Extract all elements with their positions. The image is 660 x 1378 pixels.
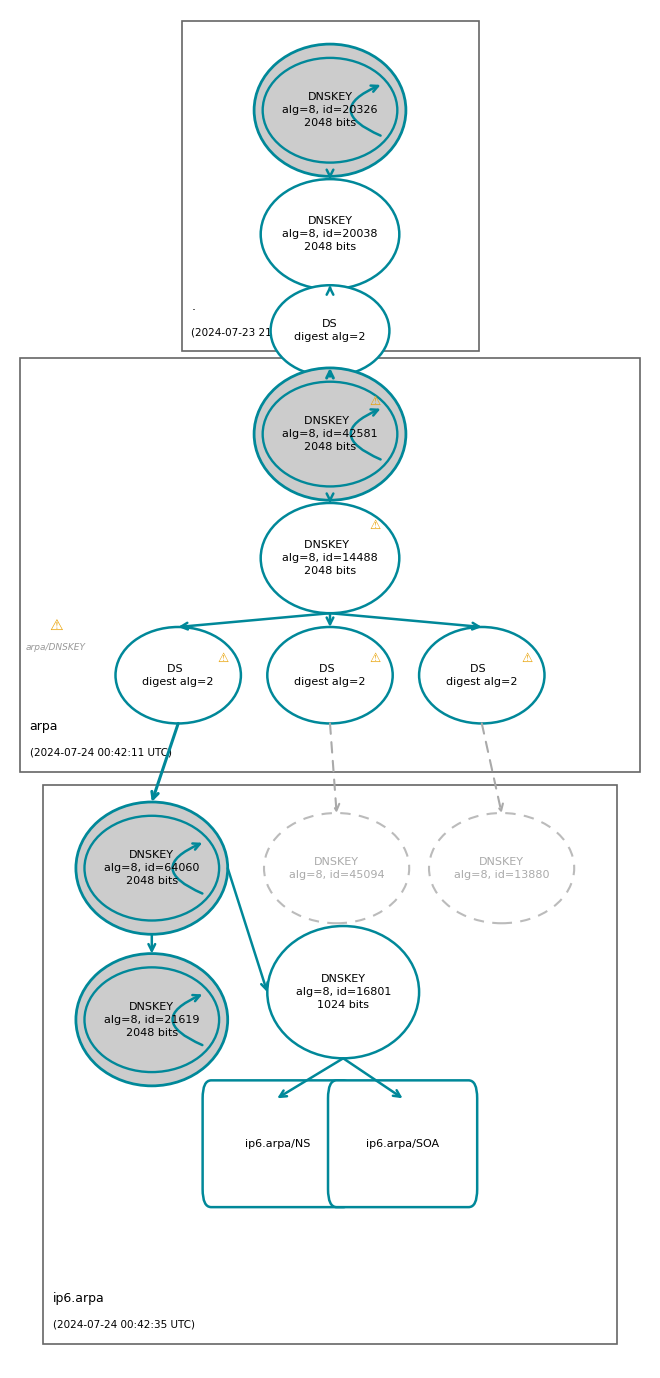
Text: DNSKEY
alg=8, id=45094: DNSKEY alg=8, id=45094 bbox=[289, 857, 384, 879]
FancyArrowPatch shape bbox=[350, 409, 381, 459]
Bar bbox=[43, 785, 617, 1344]
Text: arpa: arpa bbox=[30, 721, 58, 733]
Text: DS  
digest alg=2: DS digest alg=2 bbox=[446, 664, 517, 686]
Text: arpa/DNSKEY: arpa/DNSKEY bbox=[26, 644, 86, 652]
FancyArrowPatch shape bbox=[152, 723, 178, 799]
Ellipse shape bbox=[76, 802, 228, 934]
FancyArrowPatch shape bbox=[181, 613, 330, 630]
Ellipse shape bbox=[271, 285, 389, 376]
Text: DNSKEY  
alg=8, id=14488
2048 bits: DNSKEY alg=8, id=14488 2048 bits bbox=[282, 540, 378, 576]
FancyBboxPatch shape bbox=[328, 1080, 477, 1207]
Ellipse shape bbox=[267, 926, 419, 1058]
FancyArrowPatch shape bbox=[228, 868, 267, 989]
Text: ⚠: ⚠ bbox=[370, 652, 381, 666]
Text: DNSKEY  
alg=8, id=42581
2048 bits: DNSKEY alg=8, id=42581 2048 bits bbox=[282, 416, 378, 452]
Text: DS  
digest alg=2: DS digest alg=2 bbox=[294, 664, 366, 686]
FancyArrowPatch shape bbox=[330, 613, 479, 630]
Text: DNSKEY
alg=8, id=13880: DNSKEY alg=8, id=13880 bbox=[454, 857, 549, 879]
Text: DNSKEY
alg=8, id=20326
2048 bits: DNSKEY alg=8, id=20326 2048 bits bbox=[282, 92, 378, 128]
Text: ⚠: ⚠ bbox=[218, 652, 229, 666]
Text: ⚠: ⚠ bbox=[370, 394, 381, 408]
Text: (2024-07-24 00:42:11 UTC): (2024-07-24 00:42:11 UTC) bbox=[30, 748, 172, 758]
Text: DNSKEY
alg=8, id=64060
2048 bits: DNSKEY alg=8, id=64060 2048 bits bbox=[104, 850, 199, 886]
Text: ip6.arpa/NS: ip6.arpa/NS bbox=[244, 1138, 310, 1149]
Text: DNSKEY
alg=8, id=21619
2048 bits: DNSKEY alg=8, id=21619 2048 bits bbox=[104, 1002, 199, 1038]
FancyArrowPatch shape bbox=[327, 169, 333, 176]
Ellipse shape bbox=[261, 179, 399, 289]
Text: ⚠: ⚠ bbox=[370, 518, 381, 532]
Ellipse shape bbox=[419, 627, 544, 723]
Ellipse shape bbox=[264, 813, 409, 923]
Text: (2024-07-23 21:35:18 UTC): (2024-07-23 21:35:18 UTC) bbox=[191, 328, 334, 338]
FancyArrowPatch shape bbox=[148, 934, 155, 951]
Ellipse shape bbox=[429, 813, 574, 923]
Text: DS  
digest alg=2: DS digest alg=2 bbox=[143, 664, 214, 686]
Ellipse shape bbox=[267, 627, 393, 723]
Text: ⚠: ⚠ bbox=[50, 619, 63, 633]
FancyArrowPatch shape bbox=[482, 723, 503, 810]
Ellipse shape bbox=[261, 503, 399, 613]
Text: ⚠: ⚠ bbox=[521, 652, 533, 666]
FancyArrowPatch shape bbox=[327, 371, 333, 378]
Ellipse shape bbox=[115, 627, 241, 723]
FancyArrowPatch shape bbox=[350, 85, 381, 135]
Text: DS
digest alg=2: DS digest alg=2 bbox=[294, 320, 366, 342]
Bar bbox=[182, 21, 478, 351]
Text: .: . bbox=[191, 300, 195, 313]
Text: ip6.arpa/SOA: ip6.arpa/SOA bbox=[366, 1138, 439, 1149]
Ellipse shape bbox=[254, 44, 406, 176]
FancyArrowPatch shape bbox=[343, 1058, 400, 1097]
Ellipse shape bbox=[76, 954, 228, 1086]
Text: ip6.arpa: ip6.arpa bbox=[53, 1293, 104, 1305]
FancyArrowPatch shape bbox=[327, 493, 333, 500]
FancyArrowPatch shape bbox=[280, 1058, 343, 1097]
Bar bbox=[20, 358, 640, 772]
Ellipse shape bbox=[254, 368, 406, 500]
FancyArrowPatch shape bbox=[327, 288, 333, 295]
FancyArrowPatch shape bbox=[330, 723, 339, 810]
FancyArrowPatch shape bbox=[172, 843, 203, 893]
Text: DNSKEY
alg=8, id=16801
1024 bits: DNSKEY alg=8, id=16801 1024 bits bbox=[296, 974, 391, 1010]
Text: DNSKEY
alg=8, id=20038
2048 bits: DNSKEY alg=8, id=20038 2048 bits bbox=[282, 216, 378, 252]
FancyArrowPatch shape bbox=[172, 995, 203, 1045]
Text: (2024-07-24 00:42:35 UTC): (2024-07-24 00:42:35 UTC) bbox=[53, 1320, 195, 1330]
FancyBboxPatch shape bbox=[203, 1080, 352, 1207]
FancyArrowPatch shape bbox=[327, 613, 333, 624]
